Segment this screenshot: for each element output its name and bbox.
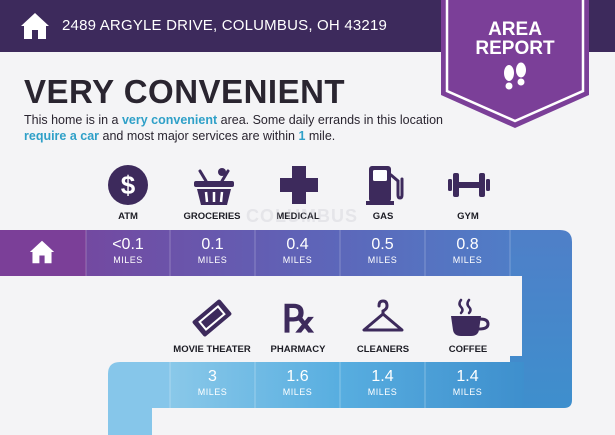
badge-title-line2: REPORT xyxy=(475,38,555,59)
distance-value: <0.1 xyxy=(112,236,144,253)
ticket-icon xyxy=(192,299,232,337)
distance-value: 0.5 xyxy=(371,236,394,253)
distance-value: 3 xyxy=(208,368,217,385)
amenity-label-gas: GAS xyxy=(372,211,394,222)
distance-medical: 0.4 MILES xyxy=(255,236,340,266)
amenity-label-gym: GYM xyxy=(457,211,479,222)
distance-unit: MILES xyxy=(367,255,398,265)
distance-unit: MILES xyxy=(282,387,313,397)
convenience-description: This home is in a very convenient area. … xyxy=(24,112,444,144)
amenity-label-coffee: COFFEE xyxy=(448,344,488,355)
distance-value: 1.6 xyxy=(286,368,309,385)
property-address: 2489 ARGYLE DRIVE, COLUMBUS, OH 43219 xyxy=(62,17,388,34)
desc-text: mile. xyxy=(305,129,336,143)
distance-unit: MILES xyxy=(113,255,143,265)
desc-highlight-very-convenient: very convenient xyxy=(121,113,218,127)
distance-unit: MILES xyxy=(282,255,313,265)
svg-text:℞: ℞ xyxy=(282,299,316,340)
distance-coffee: 1.4 MILES xyxy=(425,368,510,398)
desc-highlight-distance: 1 xyxy=(298,129,306,143)
amenity-label-pharmacy: PHARMACY xyxy=(270,344,326,355)
distance-value: 1.4 xyxy=(456,368,479,385)
distance-unit: MILES xyxy=(197,255,228,265)
distance-groceries: 0.1 MILES xyxy=(170,236,255,266)
convenience-headline: VERY CONVENIENT xyxy=(24,73,346,110)
distance-value: 1.4 xyxy=(371,368,394,385)
home-icon xyxy=(21,13,49,39)
distance-value: 0.4 xyxy=(286,236,309,253)
distance-value: 0.1 xyxy=(201,236,224,253)
dumbbell-icon xyxy=(448,173,490,197)
dollar-icon: $ xyxy=(108,165,148,205)
hanger-icon xyxy=(362,299,404,332)
amenity-label-cleaners: CLEANERS xyxy=(356,344,410,355)
desc-text: and most major services are within xyxy=(99,129,299,143)
distance-movie-theater: 3 MILES xyxy=(170,368,255,398)
coffee-cup-icon xyxy=(451,298,490,336)
distance-gym: 0.8 MILES xyxy=(425,236,510,266)
distance-value: 0.8 xyxy=(456,236,479,253)
grocery-basket-icon xyxy=(194,168,234,205)
distance-unit: MILES xyxy=(197,387,228,397)
distance-unit: MILES xyxy=(367,387,398,397)
desc-highlight-require-car: require a car xyxy=(24,129,100,143)
desc-text: area. Some daily errands in this locatio… xyxy=(217,113,443,127)
distance-cleaners: 1.4 MILES xyxy=(340,368,425,398)
svg-text:$: $ xyxy=(121,170,136,200)
amenity-label-movie-theater: MOVIE THEATER xyxy=(173,344,251,355)
distance-unit: MILES xyxy=(452,255,483,265)
medical-cross-icon xyxy=(280,166,318,204)
watermark: COLUMBUS xyxy=(246,206,358,226)
distance-gas: 0.5 MILES xyxy=(340,236,425,266)
desc-text: This home is in a xyxy=(24,113,122,127)
home-marker-icon xyxy=(29,240,55,264)
footprints-icon xyxy=(504,62,526,90)
area-report-badge xyxy=(441,0,589,128)
amenity-label-groceries: GROCERIES xyxy=(183,211,241,222)
badge-title-line1: AREA xyxy=(488,19,542,40)
amenity-label-atm: ATM xyxy=(118,211,138,222)
rx-icon: ℞ xyxy=(282,299,316,340)
distance-unit: MILES xyxy=(452,387,483,397)
distance-pharmacy: 1.6 MILES xyxy=(255,368,340,398)
gas-pump-icon xyxy=(366,166,404,205)
amenity-label-medical: MEDICAL xyxy=(276,211,320,222)
distance-atm: <0.1 MILES xyxy=(86,236,170,266)
